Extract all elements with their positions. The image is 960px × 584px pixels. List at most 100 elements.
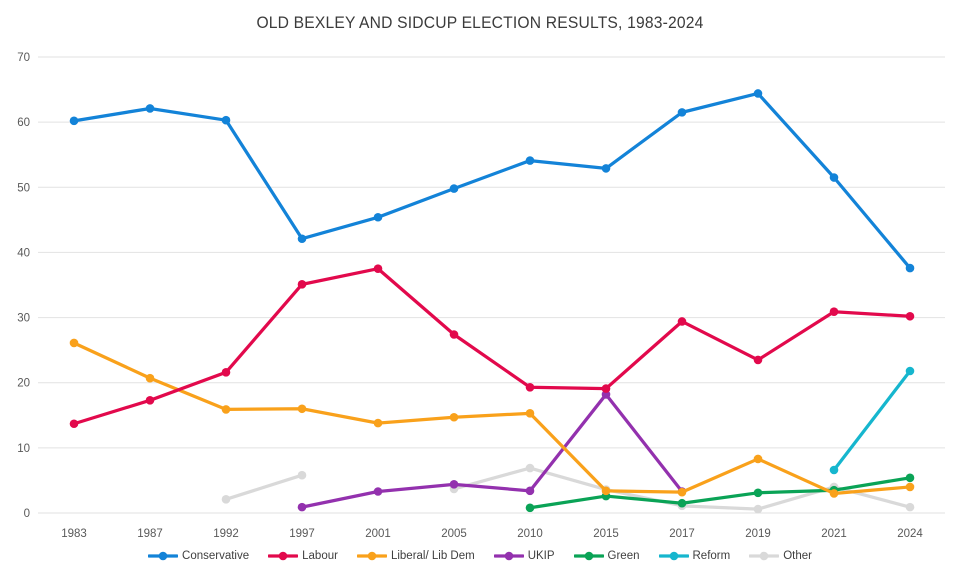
election-line-chart: 0 10 20 30 40 50 60 70 1983 1987 1992 1997 2001 2005 2… (17, 52, 945, 540)
data-point-conservative (297, 234, 307, 244)
data-point-liberal-lib-dem (829, 489, 839, 498)
legend-label-labour: Labour (302, 550, 338, 562)
x-axis-tick-label: 2010 (517, 528, 543, 540)
data-point-ukip (297, 502, 307, 512)
y-axis-tick-label: 70 (17, 52, 30, 64)
legend-item-liberal-lib-dem: Liberal/ Lib Dem (356, 550, 475, 562)
data-point-conservative (69, 116, 79, 126)
series-line-labour (72, 267, 912, 426)
data-point-labour (221, 367, 231, 377)
x-axis-tick-label: 2019 (745, 528, 771, 540)
data-point-labour (753, 355, 763, 365)
legend-label-ukip: UKIP (527, 550, 555, 562)
legend-marker-conservative (148, 551, 179, 561)
legend-item-reform: Reform (658, 550, 730, 562)
data-point-liberal-lib-dem (145, 373, 155, 383)
data-point-other (297, 470, 307, 480)
data-point-liberal-lib-dem (373, 418, 383, 428)
data-point-other (525, 463, 535, 473)
data-point-conservative (221, 115, 231, 125)
series-line-green (528, 476, 912, 510)
chart-legend: Conservative Labour Liberal/ Lib Dem UKIP Gr… (0, 550, 960, 562)
y-axis-tick-label: 0 (24, 508, 30, 520)
data-point-conservative (373, 212, 383, 222)
legend-item-other: Other (749, 550, 812, 562)
data-point-conservative (753, 89, 763, 98)
data-point-green (753, 488, 763, 498)
data-point-conservative (449, 184, 459, 193)
legend-marker-green (573, 551, 604, 561)
x-axis-tick-label: 2021 (821, 528, 847, 540)
legend-marker-dot (158, 551, 168, 561)
data-point-reform (905, 366, 915, 376)
legend-item-green: Green (573, 550, 640, 562)
legend-marker-dot (504, 551, 513, 561)
legend-marker-dot (759, 551, 769, 561)
data-point-liberal-lib-dem (525, 409, 535, 418)
data-point-labour (525, 382, 535, 392)
data-point-labour (601, 384, 611, 393)
data-point-labour (829, 307, 839, 317)
x-axis-tick-label: 2005 (441, 528, 467, 540)
data-point-labour (297, 280, 307, 289)
data-point-ukip (449, 480, 459, 489)
x-axis-tick-label: 1997 (289, 528, 315, 540)
data-point-other (221, 495, 231, 504)
y-axis-tick-label: 50 (17, 182, 30, 194)
legend-label-other: Other (783, 550, 812, 562)
x-axis-tick-label: 1983 (61, 528, 87, 540)
x-axis-tick-label: 2015 (593, 528, 619, 540)
legend-item-ukip: UKIP (493, 550, 555, 562)
y-axis-tick-label: 20 (17, 378, 30, 390)
data-point-liberal-lib-dem (601, 486, 611, 496)
data-point-ukip (525, 486, 535, 496)
data-point-liberal-lib-dem (221, 405, 231, 414)
data-point-labour (449, 330, 459, 339)
data-point-labour (373, 264, 383, 274)
data-point-ukip (373, 487, 383, 496)
data-point-green (905, 473, 915, 483)
series-line-reform (832, 369, 912, 472)
data-point-green (677, 498, 687, 508)
series-line-ukip (300, 392, 684, 509)
data-point-other (905, 502, 915, 512)
data-point-labour (145, 396, 155, 405)
data-point-liberal-lib-dem (449, 412, 459, 422)
data-point-labour (677, 317, 687, 326)
x-axis-tick-label: 2024 (897, 528, 923, 540)
data-point-green (525, 503, 535, 513)
x-axis-tick-label: 1987 (137, 528, 163, 540)
data-point-liberal-lib-dem (297, 404, 307, 414)
data-point-liberal-lib-dem (905, 482, 915, 492)
data-point-labour (905, 311, 915, 321)
legend-marker-dot (584, 551, 593, 561)
data-point-liberal-lib-dem (677, 487, 687, 497)
series-line-conservative (72, 91, 912, 270)
legend-marker-ukip (493, 551, 524, 561)
legend-label-green: Green (607, 550, 640, 562)
chart-title-container: OLD BEXLEY AND SIDCUP ELECTION RESULTS, … (0, 13, 960, 33)
data-point-reform (829, 465, 839, 475)
y-axis-tick-label: 60 (17, 117, 30, 129)
data-point-labour (69, 419, 79, 429)
data-point-conservative (905, 263, 915, 273)
x-axis-tick-label: 2001 (365, 528, 391, 540)
y-axis-tick-label: 30 (17, 313, 30, 325)
legend-item-conservative: Conservative (148, 550, 249, 562)
data-point-liberal-lib-dem (753, 454, 763, 464)
legend-item-labour: Labour (268, 550, 338, 562)
chart-title: OLD BEXLEY AND SIDCUP ELECTION RESULTS, … (256, 13, 704, 32)
data-point-conservative (525, 156, 535, 165)
legend-marker-reform (658, 551, 689, 561)
data-point-conservative (145, 104, 155, 113)
y-axis-tick-label: 10 (17, 443, 30, 455)
legend-label-conservative: Conservative (182, 550, 250, 562)
legend-marker-dot (669, 551, 678, 561)
series-line-other (224, 473, 304, 501)
legend-marker-other (749, 551, 780, 561)
legend-label-liberal-lib-dem: Liberal/ Lib Dem (390, 550, 475, 562)
legend-marker-dot (367, 551, 377, 561)
legend-marker-labour (268, 551, 299, 561)
y-axis-tick-label: 40 (17, 247, 30, 259)
data-point-conservative (677, 108, 687, 117)
